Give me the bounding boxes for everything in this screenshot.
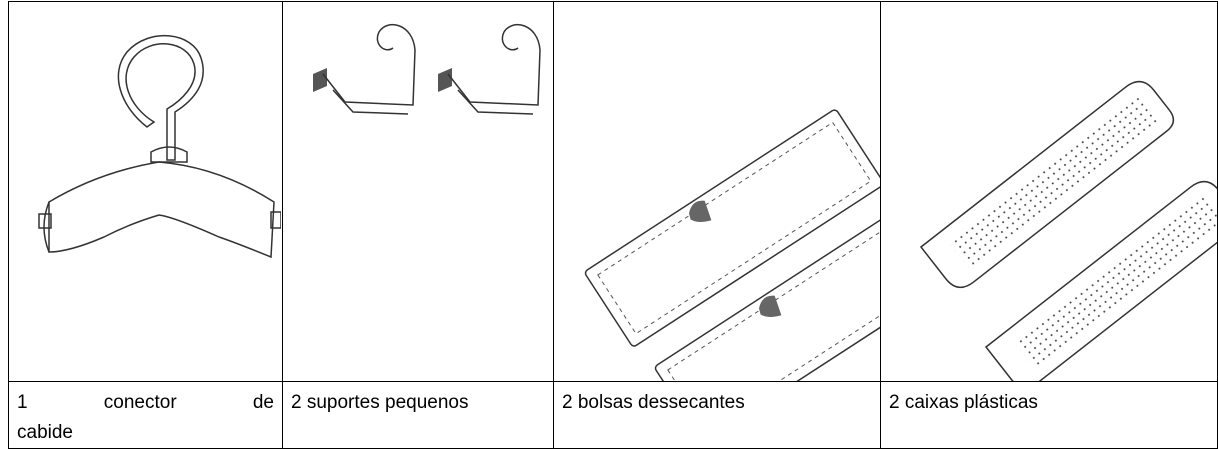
plastic-boxes-illustration [919,80,1217,381]
label-row: 1 conector de cabide 2 suportes pequenos… [8,381,1218,449]
desiccant-illustration [584,109,880,381]
brackets-illustration [313,23,541,115]
image-cell [282,1,554,382]
item-label: 2 bolsas dessecantes [553,381,881,449]
hanger-illustration [38,34,281,259]
item-label: 2 caixas plásticas [880,381,1218,449]
image-row [8,1,1218,382]
image-cell [880,1,1218,382]
page: 1 conector de cabide 2 suportes pequenos… [8,1,1218,449]
item-label: 1 conector de cabide [8,381,283,449]
item-label: 2 suportes pequenos [282,381,554,449]
image-cell [8,1,283,382]
contents-table: 1 conector de cabide 2 suportes pequenos… [8,1,1218,449]
image-cell [553,1,881,382]
